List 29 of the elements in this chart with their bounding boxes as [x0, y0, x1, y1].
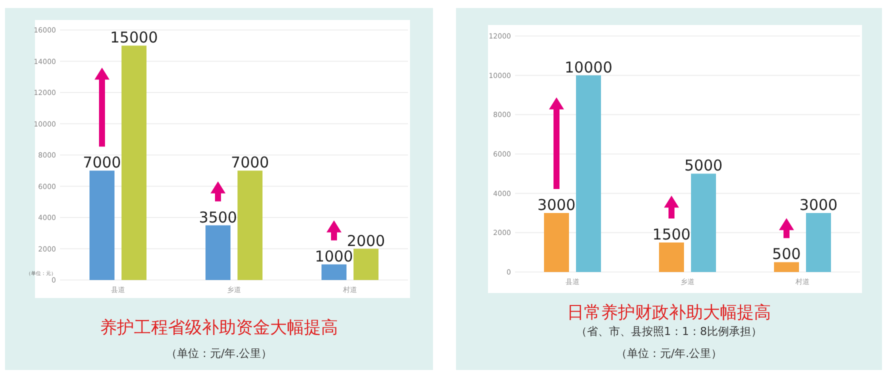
text: 日常养护财政补助大幅提高	[567, 303, 771, 323]
data-label: 500	[772, 245, 801, 264]
data-label: 1000	[314, 247, 354, 266]
data-label: 2000	[346, 232, 386, 250]
bar	[90, 170, 114, 280]
bar	[691, 174, 716, 272]
bar	[544, 213, 569, 272]
data-label: 7000	[82, 154, 122, 172]
text: （单位：元/年.公里）	[616, 347, 722, 360]
bar	[122, 46, 146, 280]
bar	[238, 170, 262, 280]
data-label: 5000	[684, 156, 723, 175]
data-label: 7000	[230, 154, 270, 172]
text: （单位：元/年.公里）	[166, 347, 272, 360]
data-label: 15000	[110, 28, 158, 47]
bar	[576, 75, 601, 272]
bar	[806, 213, 831, 272]
bar	[206, 225, 230, 280]
text: （省、市、县按照1：1：8比例承担）	[576, 325, 762, 338]
bar	[354, 248, 378, 280]
bar	[774, 262, 799, 272]
data-label: 10000	[564, 58, 612, 76]
data-label: 3000	[537, 196, 576, 214]
data-label: 3000	[799, 196, 838, 214]
data-label: 3500	[198, 208, 238, 226]
bar	[659, 242, 684, 272]
data-label: 1500	[652, 226, 691, 244]
bar	[322, 264, 346, 280]
text: 养护工程省级补助资金大幅提高	[100, 318, 338, 338]
